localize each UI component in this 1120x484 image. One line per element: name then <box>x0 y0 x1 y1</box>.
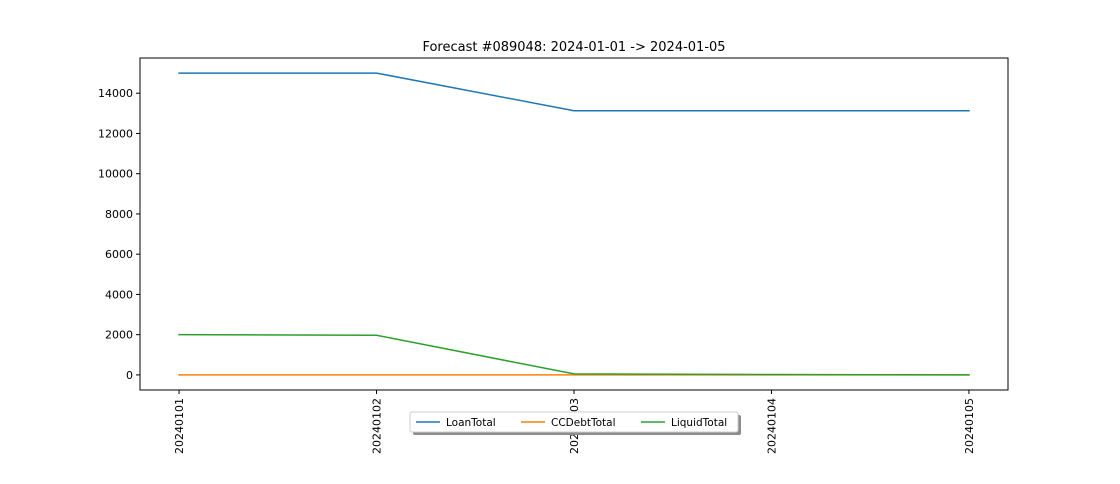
data-point-loantotal-3 <box>769 109 773 113</box>
data-point-liquidtotal-3 <box>769 373 773 377</box>
x-tick-label: 20240105 <box>963 398 976 454</box>
y-tick-label: 14000 <box>98 87 133 100</box>
y-tick-label: 10000 <box>98 168 133 181</box>
series-line-liquidtotal <box>178 333 970 376</box>
data-point-liquidtotal-4 <box>967 373 971 377</box>
data-point-loantotal-4 <box>967 109 971 113</box>
y-tick-label: 12000 <box>98 127 133 140</box>
legend-label-loantotal: LoanTotal <box>446 417 496 429</box>
data-point-loantotal-1 <box>375 71 379 75</box>
legend-label-liquidtotal: LiquidTotal <box>671 417 727 429</box>
y-tick-label: 4000 <box>105 288 133 301</box>
data-point-liquidtotal-1 <box>375 333 379 337</box>
y-tick-label: 2000 <box>105 329 133 342</box>
chart-title: Forecast #089048: 2024-01-01 -> 2024-01-… <box>422 40 725 55</box>
data-point-liquidtotal-0 <box>177 333 181 337</box>
legend-label-ccdebttotal: CCDebtTotal <box>551 417 616 429</box>
y-tick-label: 6000 <box>105 248 133 261</box>
data-point-ccdebttotal-1 <box>375 373 379 377</box>
x-tick-label: 20240102 <box>371 398 384 454</box>
y-tick-label: 8000 <box>105 208 133 221</box>
plot-area-frame <box>139 57 1009 391</box>
data-point-ccdebttotal-0 <box>177 373 181 377</box>
x-tick-label: 20240101 <box>173 398 186 454</box>
x-tick-label: 20240104 <box>765 398 778 454</box>
data-point-loantotal-2 <box>572 109 576 113</box>
series-line-loantotal <box>178 72 970 112</box>
legend-box <box>409 411 739 433</box>
data-point-liquidtotal-2 <box>572 372 576 376</box>
y-tick-label: 0 <box>126 369 133 382</box>
data-point-loantotal-0 <box>177 71 181 75</box>
